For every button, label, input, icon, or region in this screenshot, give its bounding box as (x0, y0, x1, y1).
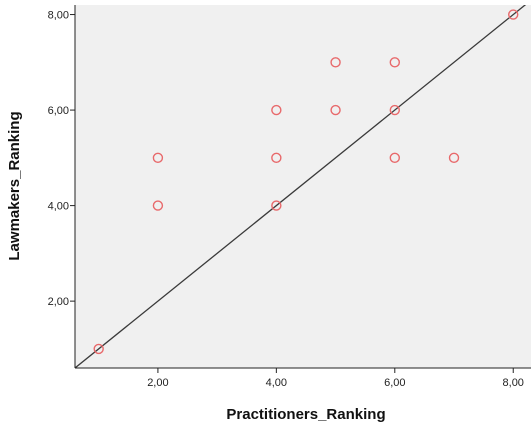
data-point (152, 200, 164, 211)
y-axis-title: Lawmakers_Ranking (6, 111, 23, 260)
x-tick-label: 6,00 (384, 377, 405, 389)
data-point (271, 200, 282, 211)
y-tick-label: 2,00 (48, 296, 69, 308)
y-tick-label: 6,00 (48, 105, 69, 117)
x-axis-title: Practitioners_Ranking (226, 406, 385, 423)
data-point (152, 152, 164, 164)
x-tick-label: 2,00 (147, 377, 168, 389)
y-ticks: 2,00 4,00 6,00 8,00 (48, 10, 75, 308)
x-tick-label: 4,00 (266, 377, 287, 389)
data-point (271, 152, 282, 164)
data-point (330, 104, 341, 116)
x-ticks: 2,00 4,00 6,00 8,00 (147, 368, 524, 389)
data-point (389, 57, 400, 68)
reference-line (75, 5, 527, 368)
data-point (508, 9, 519, 20)
data-point (330, 57, 341, 68)
y-tick-label: 8,00 (48, 10, 69, 22)
data-point (271, 104, 282, 116)
points-layer (93, 9, 519, 355)
data-point (389, 152, 400, 164)
data-point (448, 152, 460, 164)
data-point (389, 104, 400, 116)
data-point (93, 343, 104, 355)
y-tick-label: 4,00 (48, 201, 69, 213)
reference-line-group (75, 5, 527, 368)
x-tick-label: 8,00 (503, 377, 524, 389)
